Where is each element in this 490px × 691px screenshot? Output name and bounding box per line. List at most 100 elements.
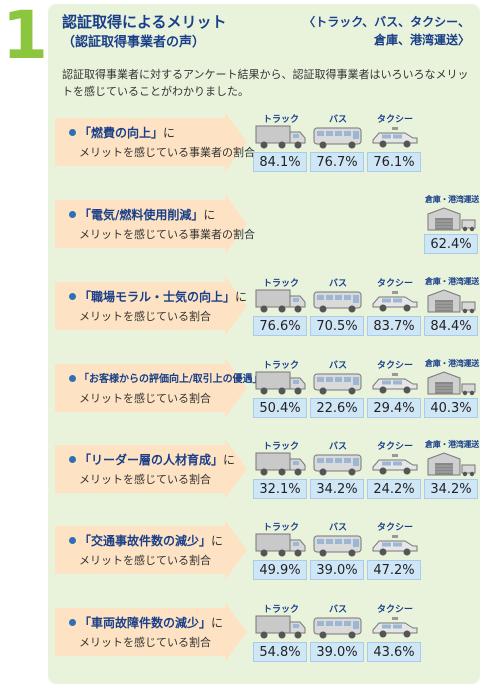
- bullet-icon: [69, 129, 76, 136]
- percentage-value: 40.3%: [424, 398, 478, 418]
- percentage-value: 39.0%: [310, 560, 364, 580]
- stat-cell-bus: バス 34.2%: [310, 439, 366, 509]
- benefit-row: 「職場モラル・士気の向上」にメリットを感じている割合 トラック 76.6% バス 70.…: [55, 276, 485, 346]
- vehicle-label: バス: [328, 523, 347, 533]
- benefit-label: 「お客様からの評価向上/取引上の優遇」に: [79, 370, 273, 385]
- benefit-label: 「交通事故件数の減少」に: [79, 532, 223, 549]
- benefit-description: メリットを感じている割合: [79, 392, 211, 405]
- bullet-icon: [69, 619, 76, 626]
- percentage-value: 83.7%: [367, 316, 421, 336]
- benefit-row: 「燃費の向上」に メリットを感じている事業者の割合 トラック 84.1% バス 76.7%…: [55, 112, 485, 182]
- page-subtitle: （認証取得事業者の声）: [62, 35, 206, 50]
- percentage-value: 24.2%: [367, 479, 421, 499]
- taxi-icon: [369, 451, 421, 477]
- benefit-suffix: に: [203, 208, 216, 222]
- stat-cell-bus: バス 39.0%: [310, 602, 366, 672]
- arrow-banner: [55, 358, 247, 418]
- percentage-value: 29.4%: [367, 398, 421, 418]
- benefit-label: 「燃費の向上」に: [79, 124, 175, 141]
- vehicle-label: 倉庫・港湾運送: [425, 359, 479, 368]
- bus-icon: [312, 370, 364, 396]
- stat-cell-warehouse: 倉庫・港湾運送 62.4%: [424, 194, 480, 264]
- stat-cell-warehouse: 倉庫・港湾運送 84.4%: [424, 276, 480, 346]
- benefit-title: 「車両故障件数の減少」: [79, 616, 212, 630]
- vehicle-label: トラック: [262, 523, 299, 533]
- bullet-icon: [69, 293, 76, 300]
- percentage-value: 32.1%: [253, 479, 307, 499]
- benefit-label: 「リーダー層の人材育成」に: [79, 451, 235, 468]
- benefit-title: 「リーダー層の人材育成」: [79, 453, 224, 467]
- stat-cell-taxi: タクシー 83.7%: [367, 276, 423, 346]
- benefit-row: 「電気/燃料使用削減」にメリットを感じている事業者の割合 倉庫・港湾運送 62.4%: [55, 194, 485, 264]
- benefit-title: 「お客様からの評価向上/取引上の優遇」: [79, 374, 263, 385]
- vehicle-label: トラック: [262, 279, 299, 289]
- page-title: 認証取得によるメリット: [62, 13, 227, 31]
- stat-cell-warehouse: 倉庫・港湾運送 34.2%: [424, 439, 480, 509]
- benefit-row: 「リーダー層の人材育成」にメリットを感じている割合 トラック 32.1% バス 34.2…: [55, 439, 485, 509]
- vehicle-label: 倉庫・港湾運送: [425, 277, 479, 286]
- benefit-suffix: に: [235, 290, 248, 304]
- percentage-value: 39.0%: [310, 642, 364, 662]
- benefit-title: 「交通事故件数の減少」: [79, 534, 212, 548]
- percentage-value: 76.1%: [367, 152, 421, 172]
- arrow-banner: [55, 112, 247, 172]
- bus-icon: [312, 451, 364, 477]
- stat-cell-truck: トラック 32.1%: [253, 439, 309, 509]
- bullet-icon: [69, 456, 76, 463]
- benefit-description: メリットを感じている事業者の割合: [79, 228, 255, 241]
- stat-cell-taxi: タクシー 24.2%: [367, 439, 423, 509]
- benefit-title: 「電気/燃料使用削減」: [79, 208, 204, 222]
- percentage-value: 47.2%: [367, 560, 421, 580]
- bus-icon: [312, 614, 364, 640]
- percentage-value: 43.6%: [367, 642, 421, 662]
- percentage-value: 76.7%: [310, 152, 364, 172]
- arrow-banner: [55, 520, 247, 580]
- vehicle-label: バス: [328, 361, 347, 371]
- truck-icon: [255, 532, 307, 558]
- stat-cell-truck: トラック 76.6%: [253, 276, 309, 346]
- benefit-label: 「電気/燃料使用削減」に: [79, 206, 215, 223]
- benefit-label: 「車両故障件数の減少」に: [79, 614, 223, 631]
- bullet-icon: [69, 537, 76, 544]
- benefit-suffix: に: [211, 534, 224, 548]
- intro-text: 認証取得事業者に対するアンケート結果から、認証取得事業者はいろいろなメリットを感…: [62, 68, 469, 98]
- benefit-title: 「職場モラル・士気の向上」: [79, 290, 236, 304]
- benefit-row: 「交通事故件数の減少」に メリットを感じている割合 トラック 49.9% バス 39.0%…: [55, 520, 485, 590]
- benefit-label: 「職場モラル・士気の向上」に: [79, 288, 247, 305]
- stat-cell-bus: バス 39.0%: [310, 520, 366, 590]
- truck-icon: [255, 614, 307, 640]
- stat-cell-warehouse: 倉庫・港湾運送 40.3%: [424, 358, 480, 428]
- percentage-value: 84.1%: [253, 152, 307, 172]
- vehicle-label: トラック: [262, 605, 299, 615]
- vehicle-label: トラック: [262, 115, 299, 125]
- stat-cell-bus: バス 76.7%: [310, 112, 366, 182]
- vehicle-label: バス: [328, 605, 347, 615]
- vehicle-label: 倉庫・港湾運送: [425, 195, 479, 204]
- vehicle-label: トラック: [262, 361, 299, 371]
- stat-cell-bus: バス 70.5%: [310, 276, 366, 346]
- vehicle-label: バス: [328, 279, 347, 289]
- taxi-icon: [369, 614, 421, 640]
- vehicle-label: タクシー: [376, 523, 413, 533]
- stat-cell-truck: トラック 84.1%: [253, 112, 309, 182]
- vehicle-label: バス: [328, 115, 347, 125]
- bus-icon: [312, 124, 364, 150]
- scope-label-line2: 倉庫、港湾運送〉: [373, 33, 470, 47]
- taxi-icon: [369, 288, 421, 314]
- percentage-value: 49.9%: [253, 560, 307, 580]
- bus-icon: [312, 288, 364, 314]
- bus-icon: [312, 532, 364, 558]
- scope-label-line1: 〈トラック、バス、タクシー、: [303, 15, 470, 29]
- benefit-description: メリットを感じている割合: [79, 473, 211, 486]
- bullet-icon: [69, 211, 76, 218]
- vehicle-label: タクシー: [376, 279, 413, 289]
- truck-icon: [255, 451, 307, 477]
- stat-cell-truck: トラック 50.4%: [253, 358, 309, 428]
- stat-cell-taxi: タクシー 47.2%: [367, 520, 423, 590]
- warehouse-icon: [426, 288, 478, 314]
- arrow-banner: [55, 276, 247, 336]
- vehicle-label: トラック: [262, 442, 299, 452]
- benefit-description: メリットを感じている割合: [79, 310, 211, 323]
- taxi-icon: [369, 370, 421, 396]
